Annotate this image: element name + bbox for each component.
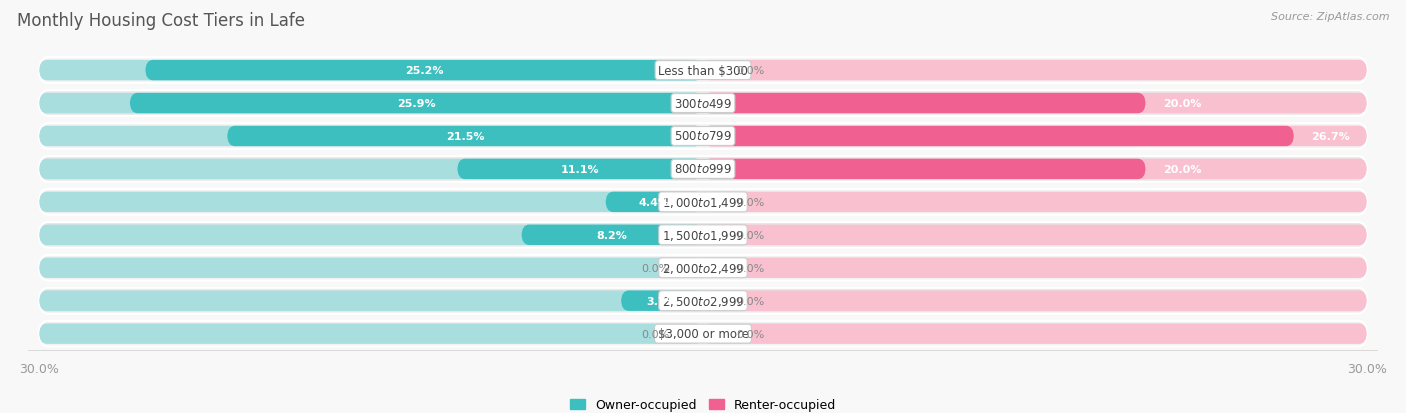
Text: 20.0%: 20.0% xyxy=(1163,99,1202,109)
Text: 8.2%: 8.2% xyxy=(596,230,627,240)
Text: $1,500 to $1,999: $1,500 to $1,999 xyxy=(662,228,744,242)
FancyBboxPatch shape xyxy=(39,225,703,245)
FancyBboxPatch shape xyxy=(457,159,703,180)
Text: $500 to $799: $500 to $799 xyxy=(673,130,733,143)
Text: 0.0%: 0.0% xyxy=(737,230,765,240)
FancyBboxPatch shape xyxy=(145,61,703,81)
Text: 20.0%: 20.0% xyxy=(1163,164,1202,175)
FancyBboxPatch shape xyxy=(703,324,1367,344)
Text: $2,500 to $2,999: $2,500 to $2,999 xyxy=(662,294,744,308)
FancyBboxPatch shape xyxy=(39,255,1367,281)
FancyBboxPatch shape xyxy=(39,192,703,213)
Text: 21.5%: 21.5% xyxy=(446,132,485,142)
FancyBboxPatch shape xyxy=(703,159,1146,180)
FancyBboxPatch shape xyxy=(606,192,703,213)
FancyBboxPatch shape xyxy=(39,288,1367,314)
Text: 3.7%: 3.7% xyxy=(647,296,678,306)
Text: $300 to $499: $300 to $499 xyxy=(673,97,733,110)
FancyBboxPatch shape xyxy=(39,258,703,278)
FancyBboxPatch shape xyxy=(703,192,1367,213)
FancyBboxPatch shape xyxy=(39,91,1367,116)
FancyBboxPatch shape xyxy=(621,291,703,311)
FancyBboxPatch shape xyxy=(703,94,1146,114)
Text: $2,000 to $2,499: $2,000 to $2,499 xyxy=(662,261,744,275)
FancyBboxPatch shape xyxy=(39,126,703,147)
FancyBboxPatch shape xyxy=(39,159,703,180)
FancyBboxPatch shape xyxy=(39,223,1367,248)
FancyBboxPatch shape xyxy=(39,291,703,311)
FancyBboxPatch shape xyxy=(39,190,1367,215)
FancyBboxPatch shape xyxy=(703,61,1367,81)
FancyBboxPatch shape xyxy=(703,94,1367,114)
Text: 11.1%: 11.1% xyxy=(561,164,599,175)
Text: $800 to $999: $800 to $999 xyxy=(673,163,733,176)
FancyBboxPatch shape xyxy=(39,58,1367,84)
Text: 25.2%: 25.2% xyxy=(405,66,443,76)
Text: Monthly Housing Cost Tiers in Lafe: Monthly Housing Cost Tiers in Lafe xyxy=(17,12,305,30)
FancyBboxPatch shape xyxy=(129,94,703,114)
FancyBboxPatch shape xyxy=(39,321,1367,347)
Text: $3,000 or more: $3,000 or more xyxy=(658,328,748,340)
FancyBboxPatch shape xyxy=(39,94,703,114)
Text: 4.4%: 4.4% xyxy=(638,197,669,207)
Text: Less than $300: Less than $300 xyxy=(658,64,748,77)
FancyBboxPatch shape xyxy=(39,157,1367,182)
Legend: Owner-occupied, Renter-occupied: Owner-occupied, Renter-occupied xyxy=(565,393,841,413)
Text: 0.0%: 0.0% xyxy=(737,197,765,207)
FancyBboxPatch shape xyxy=(39,124,1367,150)
Text: 0.0%: 0.0% xyxy=(737,296,765,306)
Text: 25.9%: 25.9% xyxy=(396,99,436,109)
Text: 0.0%: 0.0% xyxy=(641,263,669,273)
Text: Source: ZipAtlas.com: Source: ZipAtlas.com xyxy=(1271,12,1389,22)
FancyBboxPatch shape xyxy=(39,61,703,81)
FancyBboxPatch shape xyxy=(39,324,703,344)
Text: 0.0%: 0.0% xyxy=(641,329,669,339)
FancyBboxPatch shape xyxy=(703,291,1367,311)
FancyBboxPatch shape xyxy=(703,258,1367,278)
Text: 0.0%: 0.0% xyxy=(737,66,765,76)
Text: 26.7%: 26.7% xyxy=(1312,132,1350,142)
FancyBboxPatch shape xyxy=(703,126,1367,147)
FancyBboxPatch shape xyxy=(228,126,703,147)
Text: 0.0%: 0.0% xyxy=(737,329,765,339)
Text: $1,000 to $1,499: $1,000 to $1,499 xyxy=(662,195,744,209)
FancyBboxPatch shape xyxy=(703,225,1367,245)
FancyBboxPatch shape xyxy=(522,225,703,245)
FancyBboxPatch shape xyxy=(703,126,1294,147)
Text: 0.0%: 0.0% xyxy=(737,263,765,273)
FancyBboxPatch shape xyxy=(703,159,1367,180)
